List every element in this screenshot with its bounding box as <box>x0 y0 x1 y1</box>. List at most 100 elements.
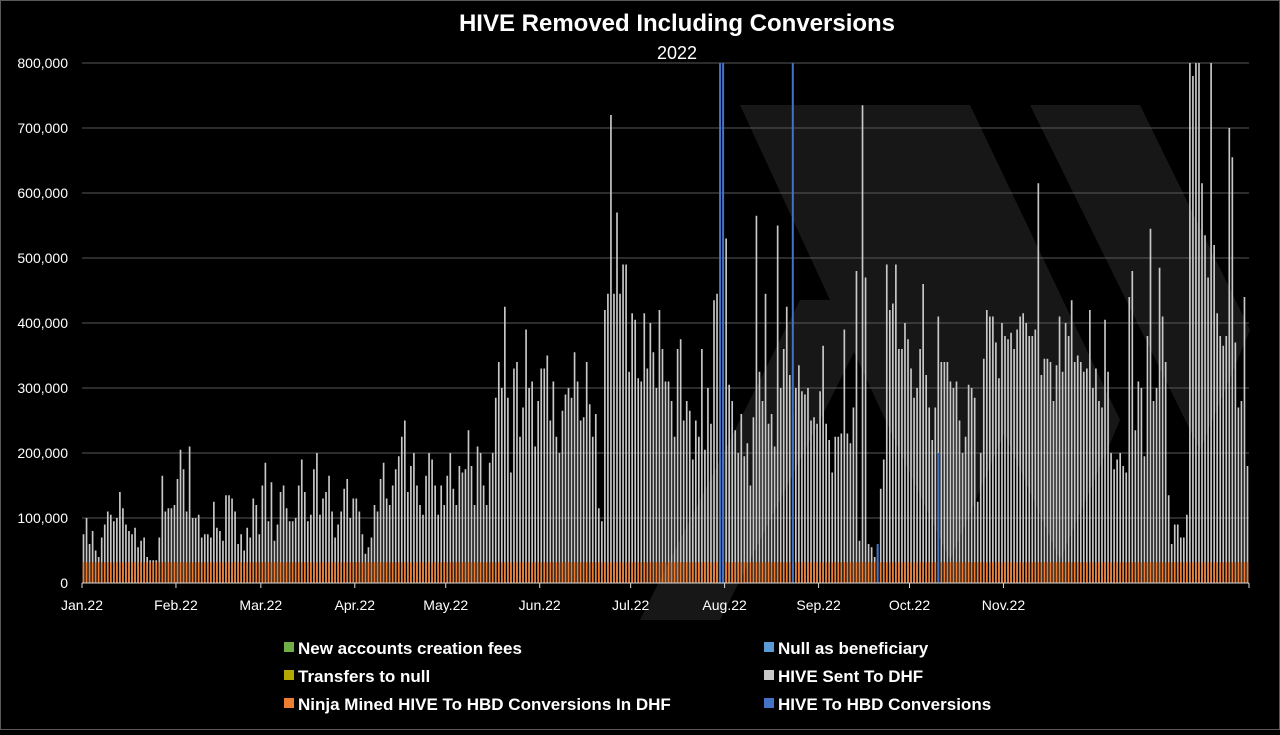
dhf-bar <box>658 310 661 583</box>
dhf-bar <box>340 511 342 583</box>
ninja-bar <box>807 562 809 583</box>
dhf-bar <box>667 381 670 583</box>
ninja-bar <box>1116 562 1118 583</box>
dhf-bar <box>1104 319 1106 583</box>
ninja-bar <box>109 562 112 583</box>
dhf-bar <box>976 501 979 583</box>
dhf-bar <box>1113 469 1115 583</box>
ninja-bar <box>1152 562 1155 583</box>
dhf-bar <box>773 446 776 583</box>
dhf-bar <box>1198 63 1200 583</box>
dhf-bar <box>1176 524 1179 583</box>
dhf-bar <box>1222 345 1225 583</box>
dhf-bar <box>1125 472 1128 583</box>
dhf-bar <box>728 384 730 583</box>
ninja-bar <box>946 562 949 583</box>
ninja-bar <box>1240 562 1243 583</box>
dhf-bar <box>252 498 255 583</box>
dhf-bar <box>1082 371 1085 583</box>
ninja-bar <box>1064 562 1067 583</box>
dhf-bar <box>558 453 561 583</box>
ninja-bar <box>558 562 561 583</box>
legend-swatch <box>284 642 294 652</box>
ninja-bar <box>1025 562 1028 583</box>
ninja-bar <box>594 562 597 583</box>
dhf-bar <box>461 472 464 583</box>
dhf-bar <box>352 498 355 583</box>
ninja-bar <box>616 562 618 583</box>
dhf-bar <box>910 368 912 583</box>
ninja-bar <box>1219 562 1222 583</box>
ninja-bar <box>407 562 409 583</box>
ninja-bar <box>637 562 640 583</box>
ninja-bar <box>497 562 500 583</box>
ninja-bar <box>619 562 621 583</box>
dhf-bar <box>358 511 361 583</box>
ninja-bar <box>1231 562 1234 583</box>
dhf-bar <box>779 388 782 583</box>
dhf-bar <box>698 436 700 583</box>
dhf-bar <box>616 212 618 583</box>
ninja-bar <box>795 562 797 583</box>
dhf-bar <box>743 456 746 583</box>
dhf-bar <box>294 518 297 583</box>
ninja-bar <box>1104 562 1106 583</box>
dhf-bar <box>1058 316 1061 583</box>
dhf-bar <box>682 420 685 583</box>
ninja-bar <box>670 562 673 583</box>
dhf-bar <box>194 518 197 583</box>
dhf-bar <box>513 368 515 583</box>
ninja-bar <box>625 562 627 583</box>
ninja-bar <box>1234 562 1237 583</box>
dhf-bar <box>216 527 218 583</box>
ninja-bar <box>813 562 815 583</box>
ninja-bar <box>467 562 470 583</box>
dhf-bar <box>804 394 806 583</box>
ninja-bar <box>898 562 900 583</box>
dhf-bar <box>91 531 94 583</box>
ninja-bar <box>573 562 576 583</box>
ninja-bar <box>1201 562 1203 583</box>
dhf-bar <box>291 521 294 583</box>
ninja-bar <box>564 562 567 583</box>
dhf-bar <box>1028 336 1031 583</box>
dhf-bar <box>1101 407 1103 583</box>
dhf-bar <box>234 511 236 583</box>
dhf-bar <box>116 518 118 583</box>
ninja-bar <box>112 562 115 583</box>
dhf-bar <box>219 531 221 583</box>
ninja-bar <box>907 562 909 583</box>
ninja-bar <box>313 562 315 583</box>
ninja-bar <box>416 562 418 583</box>
ninja-bar <box>422 562 424 583</box>
ninja-bar <box>843 562 846 583</box>
ninja-bar <box>585 562 588 583</box>
ninja-bar <box>840 562 843 583</box>
dhf-bar <box>670 401 673 583</box>
ninja-bar <box>885 562 888 583</box>
ninja-bar <box>464 562 467 583</box>
ninja-bar <box>267 562 270 583</box>
dhf-bar <box>209 537 212 583</box>
ninja-bar <box>100 562 103 583</box>
dhf-bar <box>561 410 564 583</box>
chart-subtitle: 2022 <box>657 43 697 63</box>
ninja-bar <box>867 562 870 583</box>
ninja-bar <box>543 562 546 583</box>
dhf-bar <box>1231 157 1234 583</box>
dhf-bar <box>225 495 227 583</box>
dhf-bar <box>937 316 940 583</box>
ninja-bar <box>137 562 139 583</box>
ninja-bar <box>1204 562 1206 583</box>
dhf-bar <box>1098 401 1100 583</box>
ninja-bar <box>949 562 952 583</box>
ninja-bar <box>1031 562 1034 583</box>
dhf-bar <box>1049 362 1052 583</box>
dhf-bar <box>1013 349 1015 583</box>
ninja-bar <box>1076 562 1079 583</box>
legend-label: Ninja Mined HIVE To HBD Conversions In D… <box>298 695 671 714</box>
dhf-bar <box>158 537 161 583</box>
ninja-bar <box>507 562 509 583</box>
dhf-bar <box>570 397 573 583</box>
